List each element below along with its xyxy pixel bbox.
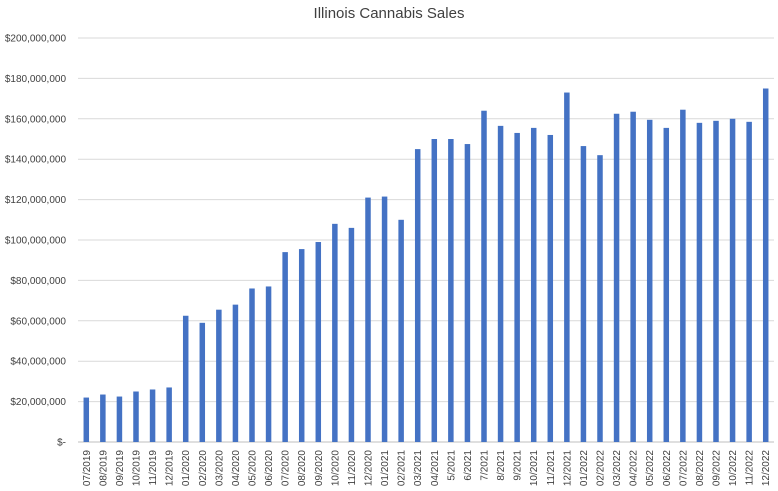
bar	[100, 394, 106, 442]
y-tick-label: $100,000,000	[5, 236, 67, 247]
x-tick-label: 09/2022	[712, 450, 723, 487]
bar	[182, 315, 189, 442]
bar	[199, 322, 206, 442]
x-tick-label: 07/2020	[281, 450, 292, 487]
x-tick-label: 03/2021	[413, 450, 424, 487]
x-tick-label: 10/2019	[132, 450, 143, 487]
bar	[315, 242, 322, 442]
bar	[514, 132, 520, 442]
bar	[431, 139, 438, 442]
bar	[232, 304, 239, 442]
x-tick-label: 06/2022	[662, 450, 673, 487]
y-tick-label: $120,000,000	[5, 195, 67, 206]
x-tick-label: 03/2020	[214, 450, 225, 487]
x-tick-label: 11/2022	[745, 450, 756, 486]
x-tick-label: 04/2022	[629, 450, 640, 487]
y-tick-label: $200,000,000	[5, 34, 67, 45]
x-tick-label: 12/2020	[364, 450, 375, 487]
bar	[381, 196, 388, 442]
y-tick-label: $180,000,000	[5, 74, 67, 85]
x-tick-label: 9/2021	[513, 450, 524, 481]
bar	[530, 127, 537, 442]
x-tick-label: 03/2022	[612, 450, 623, 487]
bar	[597, 155, 603, 442]
bar	[332, 223, 338, 442]
y-tick-label: $-	[57, 438, 66, 449]
x-tick-label: 6/2021	[463, 450, 474, 481]
bar	[398, 219, 404, 442]
x-tick-label: 12/2019	[165, 450, 176, 487]
y-tick-label: $60,000,000	[10, 316, 66, 327]
x-tick-label: 01/2022	[579, 450, 590, 487]
bar	[630, 111, 636, 442]
x-tick-label: 04/2020	[231, 450, 242, 487]
bar	[464, 144, 471, 443]
x-tick-label: 01/2021	[380, 450, 391, 487]
bar	[663, 127, 670, 442]
bar	[365, 197, 371, 442]
bar	[348, 227, 355, 442]
bar	[729, 118, 736, 443]
x-tick-label: 7/2021	[480, 450, 491, 481]
x-tick-label: 07/2022	[678, 450, 689, 487]
x-tick-label: 11/2019	[148, 450, 159, 486]
x-tick-label: 08/2020	[297, 450, 308, 487]
bar	[547, 134, 554, 442]
bar	[746, 121, 752, 442]
x-tick-label: 04/2021	[430, 450, 441, 487]
bar	[133, 391, 139, 442]
x-tick-label: 06/2020	[264, 450, 275, 487]
x-tick-label: 8/2021	[496, 450, 507, 481]
bar	[249, 288, 255, 442]
x-tick-label: 07/2019	[82, 450, 93, 487]
y-tick-label: $40,000,000	[10, 357, 66, 368]
x-tick-label: 01/2020	[181, 450, 192, 487]
x-tick-label: 05/2022	[645, 450, 656, 487]
x-tick-label: 10/2021	[529, 450, 540, 487]
bar	[497, 125, 504, 443]
x-tick-label: 5/2021	[446, 450, 457, 481]
bar	[265, 286, 272, 442]
x-tick-label: 05/2020	[248, 450, 259, 487]
x-tick-label: 10/2022	[728, 450, 739, 487]
bar	[696, 122, 703, 442]
y-tick-label: $80,000,000	[10, 276, 66, 287]
bar	[414, 149, 421, 442]
bar	[646, 119, 653, 442]
bar	[613, 113, 620, 442]
y-tick-label: $140,000,000	[5, 155, 67, 166]
bar	[580, 146, 587, 442]
x-tick-label: 12/2021	[562, 450, 573, 487]
x-tick-label: 02/2022	[596, 450, 607, 487]
bar	[166, 387, 172, 442]
chart-title: Illinois Cannabis Sales	[313, 5, 465, 22]
bar	[149, 389, 156, 442]
x-tick-label: 11/2021	[546, 450, 557, 486]
x-tick-label: 08/2019	[98, 450, 109, 487]
x-tick-label: 08/2022	[695, 450, 706, 487]
bar	[83, 397, 90, 442]
bar	[713, 120, 719, 442]
x-tick-label: 09/2019	[115, 450, 126, 487]
x-tick-label: 02/2020	[198, 450, 209, 487]
x-tick-label: 10/2020	[330, 450, 341, 487]
bar	[481, 110, 487, 442]
y-tick-label: $160,000,000	[5, 114, 67, 125]
bar	[116, 396, 123, 442]
x-tick-label: 11/2020	[347, 450, 358, 486]
bar	[564, 92, 570, 442]
x-tick-label: 02/2021	[397, 450, 408, 487]
bar	[282, 252, 288, 442]
y-tick-label: $20,000,000	[10, 397, 66, 408]
bar	[680, 109, 686, 443]
bar	[216, 309, 222, 442]
bar	[762, 88, 769, 442]
bar	[448, 139, 454, 442]
x-tick-label: 12/2022	[761, 450, 772, 487]
x-tick-label: 09/2020	[314, 450, 325, 487]
bar	[298, 249, 305, 442]
